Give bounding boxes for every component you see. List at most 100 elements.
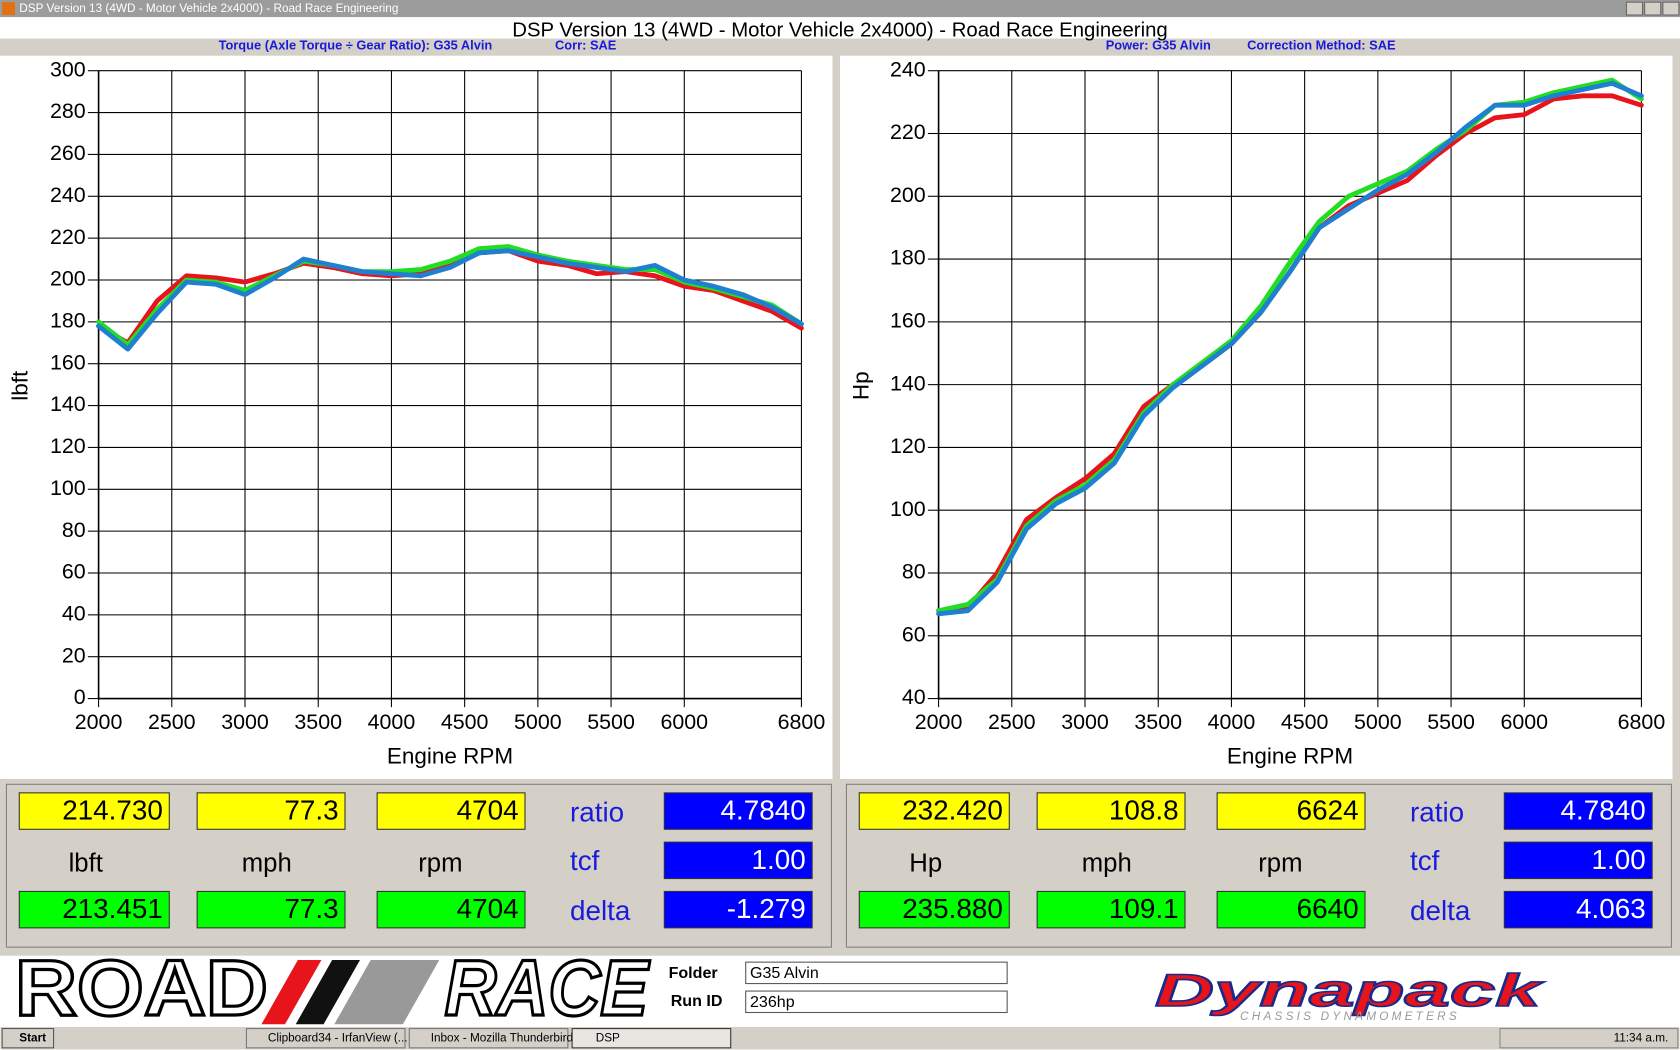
app-icon <box>2 2 16 16</box>
factor-box <box>663 792 813 830</box>
factor-label: tcf <box>570 845 600 876</box>
field-label: Folder <box>669 964 718 982</box>
y-tick-label: 0 <box>74 685 86 709</box>
measured-box <box>376 792 526 830</box>
app-header: DSP Version 13 (4WD - Motor Vehicle 2x40… <box>512 19 1167 41</box>
y-tick-label: 60 <box>62 560 86 584</box>
factor-label: tcf <box>1410 845 1440 876</box>
close-button[interactable] <box>1662 1 1680 16</box>
y-tick-label: 120 <box>50 434 86 458</box>
logo-stripe <box>295 960 360 1025</box>
x-tick-label: 2000 <box>915 710 963 734</box>
data-line <box>96 248 804 352</box>
factor-value: -1.279 <box>727 893 806 924</box>
factor-value: 1.00 <box>1592 844 1646 875</box>
y-tick-label: 240 <box>50 183 86 207</box>
folder-field[interactable] <box>745 961 1008 985</box>
measured-value: 108.8 <box>1109 795 1179 826</box>
task-label: DSP <box>596 1031 620 1044</box>
chart-panel <box>840 55 1673 779</box>
y-tick-label: 220 <box>890 120 926 144</box>
quick-launch <box>64 1030 226 1046</box>
reference-box <box>858 890 1010 929</box>
factor-label: delta <box>1410 895 1471 926</box>
y-tick-label: 200 <box>890 183 926 207</box>
x-axis-label: Engine RPM <box>1227 743 1353 768</box>
factor-box <box>1503 841 1653 880</box>
y-tick-label: 260 <box>50 141 86 165</box>
y-tick-label: 200 <box>50 267 86 291</box>
unit-label: mph <box>242 849 292 877</box>
y-axis-label: Hp <box>848 371 873 400</box>
unit-label: mph <box>1082 849 1132 877</box>
reference-value: 213.451 <box>62 893 163 924</box>
brand-logo: Dynapack <box>1155 965 1544 1016</box>
data-line <box>936 77 1644 614</box>
unit-label: rpm <box>418 849 462 877</box>
y-tick-label: 240 <box>890 57 926 81</box>
run-id-field[interactable] <box>745 990 1008 1014</box>
logo-road: ROAD <box>15 943 268 1032</box>
y-tick-label: 40 <box>62 602 86 626</box>
system-tray <box>1499 1028 1679 1049</box>
factor-value: 4.7840 <box>1561 795 1646 826</box>
unit-label: rpm <box>1258 849 1302 877</box>
y-tick-label: 100 <box>890 497 926 521</box>
x-tick-label: 6000 <box>1500 710 1548 734</box>
header-band <box>0 17 1680 39</box>
y-tick-label: 280 <box>50 99 86 123</box>
x-tick-label: 3500 <box>1134 710 1182 734</box>
task-label: Inbox - Mozilla Thunderbird <box>431 1031 573 1044</box>
chart-title: Power: G35 Alvin <box>1106 37 1211 52</box>
y-tick-label: 180 <box>50 309 86 333</box>
data-line <box>936 80 1644 617</box>
measured-value: 214.730 <box>62 795 163 826</box>
factor-box <box>663 890 813 929</box>
maximize-button[interactable] <box>1644 1 1662 16</box>
task-button[interactable] <box>408 1028 569 1049</box>
y-tick-label: 160 <box>890 309 926 333</box>
factor-value: 4.063 <box>1576 893 1646 924</box>
y-tick-label: 40 <box>902 685 926 709</box>
y-tick-label: 160 <box>50 350 86 374</box>
y-tick-label: 180 <box>890 246 926 270</box>
x-tick-label: 6000 <box>660 710 708 734</box>
y-tick-label: 120 <box>890 434 926 458</box>
logo-race: RACE <box>445 943 650 1032</box>
chart-title: Torque (Axle Torque ÷ Gear Ratio): G35 A… <box>219 37 493 52</box>
y-tick-label: 300 <box>50 57 86 81</box>
chart-panel <box>0 55 833 779</box>
reference-value: 4704 <box>457 893 519 924</box>
factor-value: 1.00 <box>752 844 806 875</box>
measured-box <box>196 792 346 830</box>
unit-label: Hp <box>909 849 942 877</box>
x-tick-label: 5000 <box>1354 710 1402 734</box>
factor-value: 4.7840 <box>721 795 806 826</box>
x-tick-label: 5500 <box>1427 710 1475 734</box>
factor-label: delta <box>570 895 631 926</box>
y-tick-label: 80 <box>62 518 86 542</box>
y-axis-label: lbft <box>7 370 32 401</box>
factor-label: ratio <box>1410 797 1464 828</box>
x-tick-label: 2500 <box>148 710 196 734</box>
start-button[interactable] <box>1 1028 55 1049</box>
chart-subtitle: Corr: SAE <box>555 37 617 52</box>
y-tick-label: 20 <box>62 643 86 667</box>
folder-value: G35 Alvin <box>750 964 819 982</box>
brand-subtitle: CHASSIS DYNAMOMETERS <box>1240 1010 1460 1023</box>
minimize-button[interactable] <box>1625 1 1644 16</box>
measured-value: 4704 <box>457 795 519 826</box>
reference-box <box>196 890 346 929</box>
measured-box <box>1036 792 1186 830</box>
reference-box <box>376 890 526 929</box>
task-button[interactable] <box>245 1028 406 1049</box>
window-title: DSP Version 13 (4WD - Motor Vehicle 2x40… <box>19 2 398 15</box>
unit-label: lbft <box>69 849 103 877</box>
reference-box <box>18 890 170 929</box>
title-bar <box>0 0 1680 18</box>
measured-value: 6624 <box>1297 795 1359 826</box>
logo-stripe <box>261 960 322 1025</box>
task-button[interactable] <box>571 1028 732 1049</box>
factor-box <box>1503 792 1653 830</box>
